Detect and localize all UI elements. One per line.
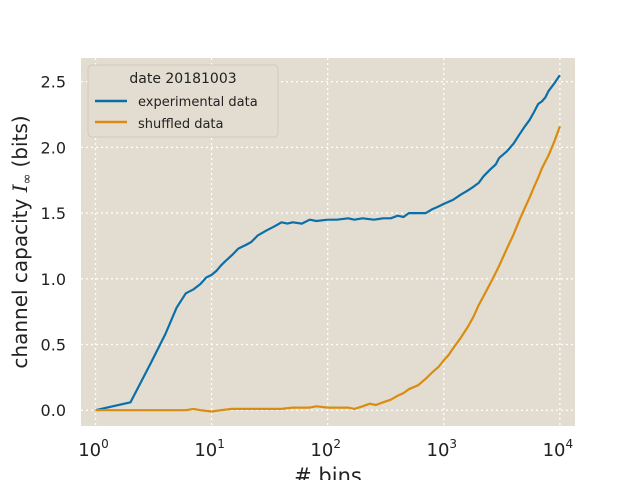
series-line-1 — [95, 125, 561, 413]
y-tick-label-2: 1.0 — [41, 270, 66, 289]
y-axis-label-subscript: ∞ — [20, 174, 35, 185]
y-tick-label-1: 0.5 — [41, 336, 66, 355]
x-tick-label-1: 101 — [194, 437, 225, 461]
y-tick-label-4: 2.0 — [41, 138, 66, 157]
x-tick-labels: 100 101 102 103 104 — [78, 437, 573, 461]
y-axis-label: channel capacity I∞ (bits) — [8, 115, 35, 368]
y-axis-label-text: channel capacity — [8, 198, 32, 368]
series-line-0 — [95, 74, 561, 412]
x-tick-label-4: 104 — [543, 437, 574, 461]
y-axis-label-units: (bits) — [8, 115, 32, 167]
legend-label-shuffled: shuffled data — [138, 117, 223, 132]
x-tick-label-3: 103 — [427, 437, 458, 461]
x-axis-label: # bins — [294, 464, 362, 480]
x-tick-label-0: 100 — [78, 437, 109, 461]
y-axis-label-symbol: I — [8, 183, 32, 193]
y-tick-label-3: 1.5 — [41, 204, 66, 223]
legend-box — [87, 64, 279, 138]
x-tick-label-2: 102 — [310, 437, 341, 461]
legend-title: date 20181003 — [129, 71, 236, 87]
y-tick-labels: 0.0 0.5 1.0 1.5 2.0 2.5 — [41, 73, 66, 421]
legend-label-experimental: experimental data — [138, 95, 258, 110]
y-tick-label-0: 0.0 — [41, 401, 66, 420]
series-lines — [95, 74, 561, 413]
legend: date 20181003 experimental data shuffled… — [87, 64, 279, 138]
y-tick-label-5: 2.5 — [41, 73, 66, 92]
